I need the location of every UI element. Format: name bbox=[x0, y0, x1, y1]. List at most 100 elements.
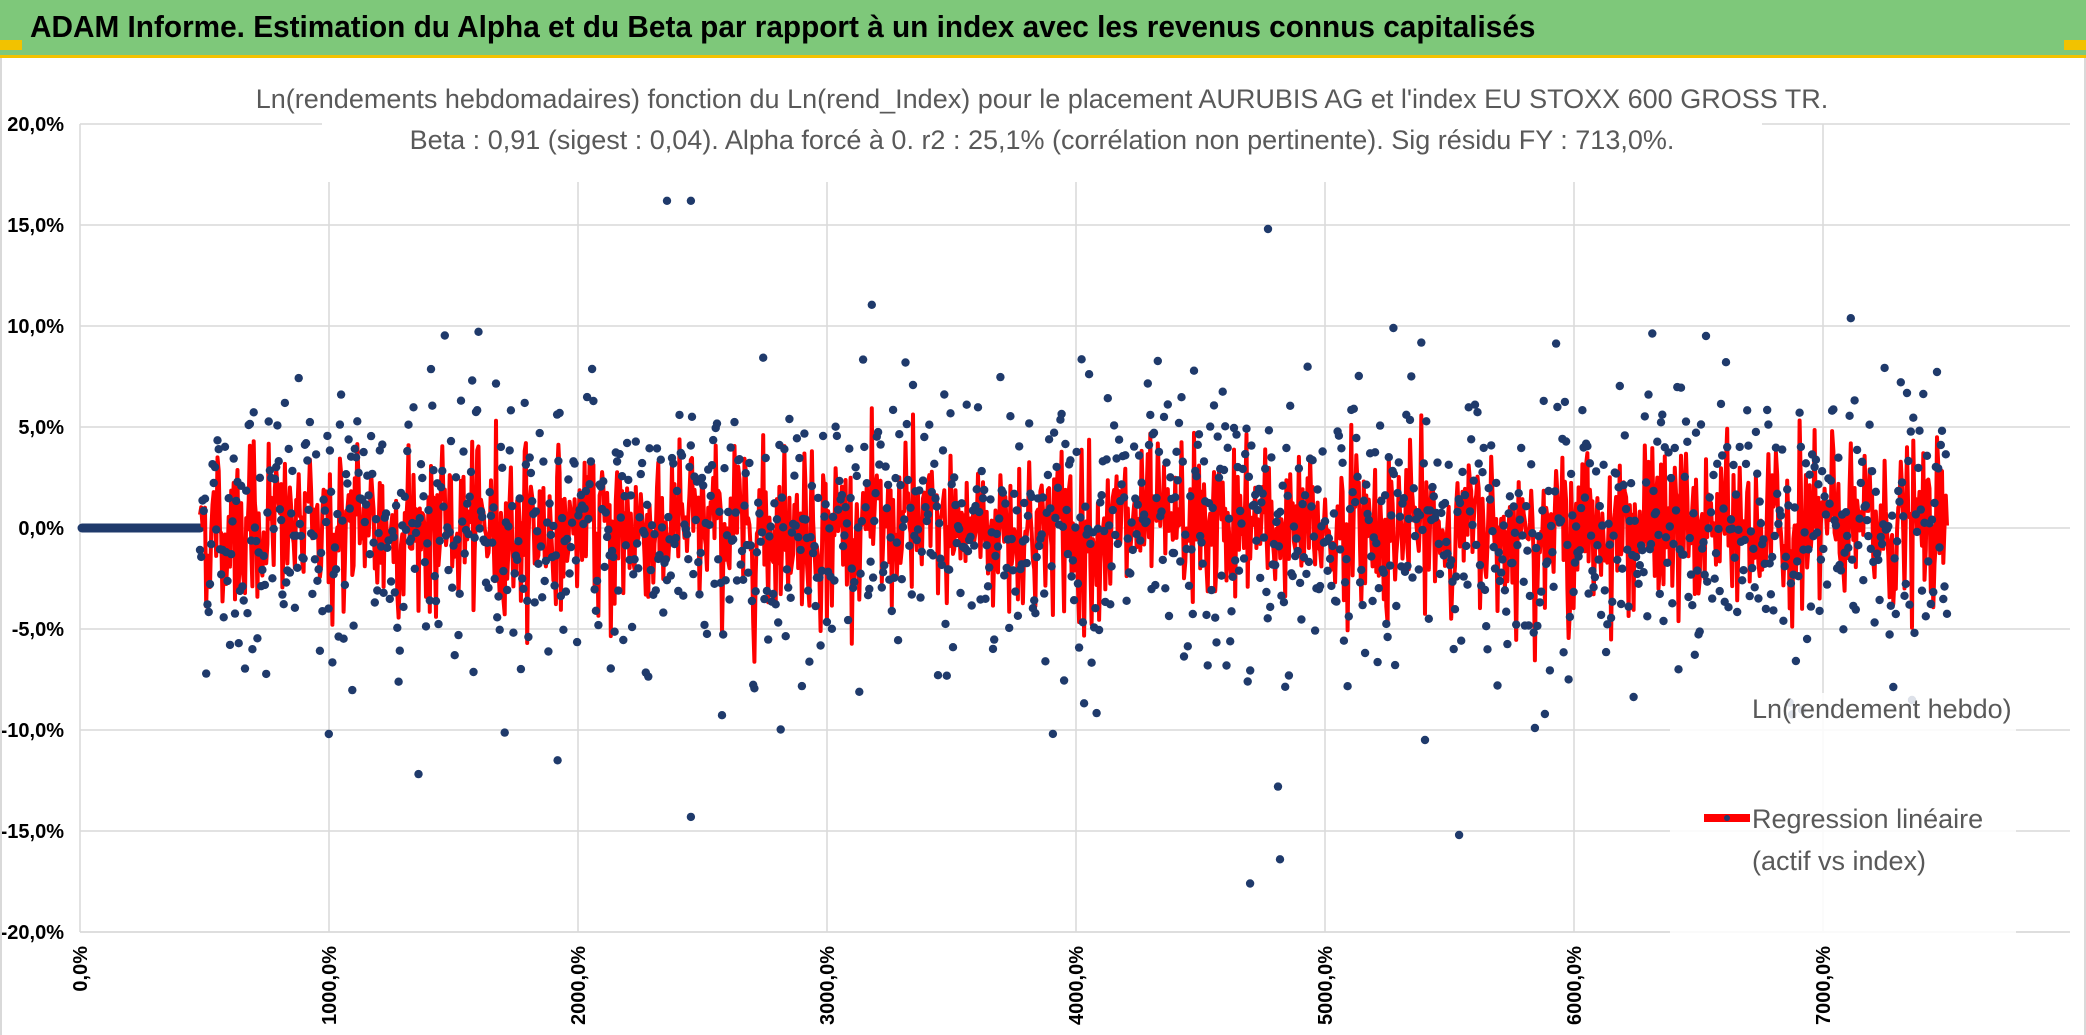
data-point bbox=[1040, 589, 1049, 598]
legend-point-swatch bbox=[1724, 815, 1730, 821]
data-point bbox=[1715, 586, 1724, 596]
data-point bbox=[260, 580, 270, 590]
data-point bbox=[1518, 531, 1527, 540]
data-point bbox=[1442, 537, 1451, 547]
data-point bbox=[1901, 579, 1911, 589]
data-point bbox=[957, 499, 966, 508]
data-point bbox=[320, 506, 330, 515]
data-point bbox=[491, 379, 501, 388]
data-point bbox=[451, 473, 461, 482]
data-point bbox=[1078, 618, 1088, 627]
data-point bbox=[333, 509, 342, 519]
data-point bbox=[1109, 421, 1119, 430]
data-point bbox=[922, 516, 931, 526]
data-point bbox=[1821, 510, 1831, 519]
data-point bbox=[1591, 467, 1601, 476]
data-point bbox=[1420, 735, 1430, 745]
data-point bbox=[1601, 647, 1611, 657]
data-point bbox=[1790, 503, 1799, 512]
data-point bbox=[1479, 443, 1488, 453]
data-point bbox=[1721, 358, 1731, 367]
data-point bbox=[867, 300, 876, 309]
data-point bbox=[813, 493, 823, 503]
data-point bbox=[582, 392, 592, 402]
data-point bbox=[1651, 508, 1661, 517]
data-point bbox=[1415, 511, 1425, 520]
data-point bbox=[373, 586, 382, 595]
data-point bbox=[866, 557, 875, 566]
data-point bbox=[808, 548, 818, 558]
data-point bbox=[1915, 426, 1924, 435]
data-point bbox=[1414, 565, 1424, 574]
data-point bbox=[948, 643, 958, 652]
data-point bbox=[1906, 427, 1916, 436]
data-point bbox=[897, 575, 906, 584]
data-point bbox=[1119, 493, 1129, 502]
data-point bbox=[1176, 557, 1185, 566]
data-point bbox=[500, 728, 509, 737]
data-point bbox=[877, 583, 886, 592]
data-point bbox=[311, 450, 321, 459]
data-point bbox=[902, 419, 911, 429]
data-point bbox=[1927, 515, 1937, 524]
data-point bbox=[1596, 610, 1606, 620]
data-point bbox=[1133, 500, 1143, 509]
data-point bbox=[1530, 723, 1540, 733]
data-point bbox=[1069, 596, 1079, 605]
data-point bbox=[1556, 516, 1566, 525]
data-point bbox=[1922, 451, 1932, 460]
data-point bbox=[1171, 493, 1180, 502]
data-point bbox=[1163, 400, 1173, 409]
data-point bbox=[401, 525, 411, 534]
data-point bbox=[1063, 549, 1073, 559]
data-point bbox=[468, 376, 477, 385]
data-point bbox=[810, 541, 819, 551]
data-point bbox=[923, 510, 933, 519]
data-point bbox=[1360, 648, 1370, 658]
data-point bbox=[870, 516, 879, 526]
data-point bbox=[1768, 552, 1777, 562]
data-point bbox=[430, 571, 439, 581]
data-point bbox=[878, 568, 888, 577]
data-point bbox=[1464, 403, 1473, 412]
data-point bbox=[1584, 589, 1593, 598]
data-point bbox=[1332, 597, 1341, 606]
data-point bbox=[1550, 487, 1560, 496]
data-point bbox=[543, 518, 552, 527]
data-point bbox=[228, 517, 237, 526]
data-point bbox=[525, 453, 534, 462]
data-point bbox=[295, 519, 305, 529]
data-point bbox=[1266, 602, 1275, 612]
data-point bbox=[1084, 370, 1094, 379]
data-point bbox=[197, 552, 206, 562]
data-point bbox=[1805, 470, 1814, 479]
data-point bbox=[1836, 566, 1846, 575]
data-point bbox=[381, 509, 391, 518]
data-point bbox=[917, 547, 926, 556]
data-point bbox=[1293, 546, 1302, 556]
data-point bbox=[411, 528, 421, 537]
data-point bbox=[1815, 606, 1824, 616]
data-point bbox=[466, 467, 476, 477]
data-point bbox=[1917, 586, 1927, 595]
data-point bbox=[361, 500, 371, 509]
data-point bbox=[1164, 611, 1174, 621]
data-point bbox=[1499, 521, 1508, 530]
data-point bbox=[907, 590, 916, 599]
data-point bbox=[1469, 476, 1478, 485]
data-point bbox=[1485, 495, 1495, 504]
data-point bbox=[591, 606, 601, 615]
data-point bbox=[545, 499, 554, 508]
data-point bbox=[1410, 531, 1420, 541]
data-point bbox=[1229, 423, 1239, 433]
data-point bbox=[840, 531, 849, 540]
data-point bbox=[1802, 634, 1812, 644]
data-point bbox=[1271, 560, 1280, 570]
data-point bbox=[609, 552, 618, 562]
data-point bbox=[1151, 580, 1160, 590]
data-point bbox=[391, 501, 401, 510]
data-point bbox=[418, 473, 427, 483]
data-point bbox=[1563, 540, 1572, 550]
data-point bbox=[325, 446, 335, 455]
data-point bbox=[669, 459, 678, 468]
